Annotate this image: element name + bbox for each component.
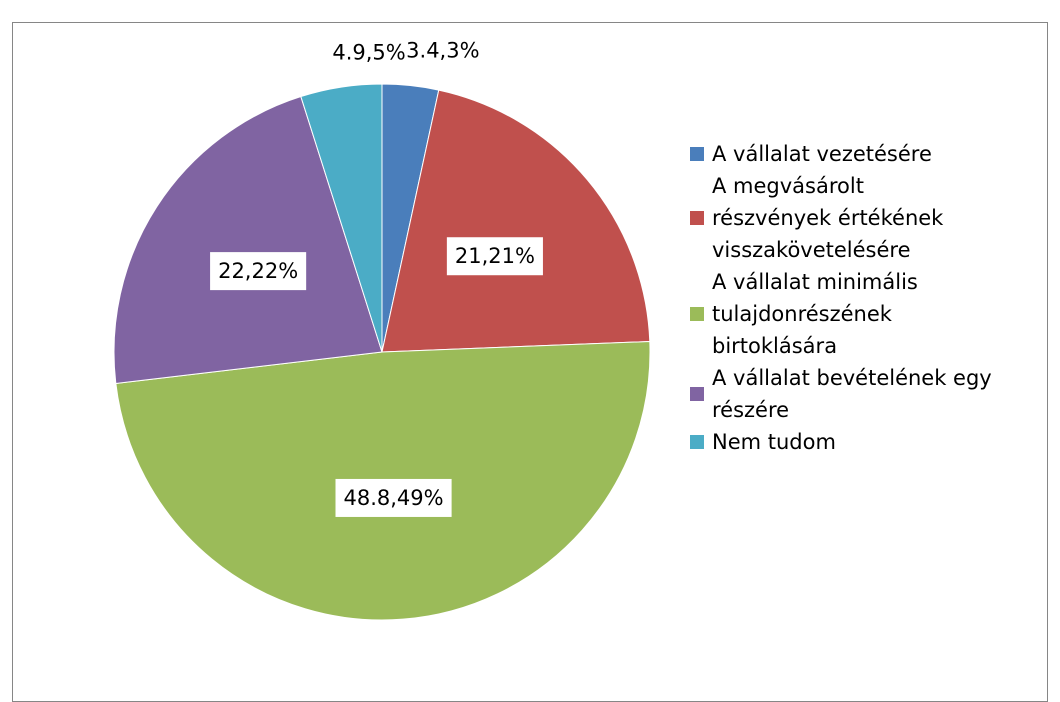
legend-label: A vállalat minimális tulajdonrészének bi… — [712, 270, 918, 358]
legend-label: A vállalat bevételének egy részére — [712, 366, 992, 422]
pie-slice — [113, 95, 383, 385]
legend-swatch — [690, 307, 704, 321]
legend-swatch — [690, 211, 704, 225]
legend-entry: A vállalat bevételének egy részére — [690, 362, 1030, 426]
legend-label: A megvásárolt részvények értékének vissz… — [712, 174, 944, 262]
legend-swatch — [690, 147, 704, 161]
legend: A vállalat vezetésére A megvásárolt részv… — [690, 138, 1030, 458]
data-label-box — [210, 252, 307, 291]
data-label: 22,22% — [218, 259, 298, 283]
pie-slice — [381, 89, 651, 353]
data-label: 21,21% — [455, 244, 535, 268]
legend-swatch — [690, 435, 704, 449]
pie-slice — [300, 83, 383, 353]
data-label-box — [335, 478, 452, 517]
legend-entry: A megvásárolt részvények értékének vissz… — [690, 170, 1030, 266]
legend-entry: Nem tudom — [690, 426, 1030, 458]
data-label: 3.4,3% — [406, 39, 479, 63]
legend-label: Nem tudom — [712, 430, 836, 454]
legend-entry: A vállalat minimális tulajdonrészének bi… — [690, 266, 1030, 362]
data-label-box — [446, 237, 543, 276]
legend-entry: A vállalat vezetésére — [690, 138, 1030, 170]
legend-label: A vállalat vezetésére — [712, 142, 932, 166]
data-label: 48.8,49% — [343, 486, 443, 510]
data-label: 4.9,5% — [332, 41, 405, 65]
legend-swatch — [690, 387, 704, 401]
